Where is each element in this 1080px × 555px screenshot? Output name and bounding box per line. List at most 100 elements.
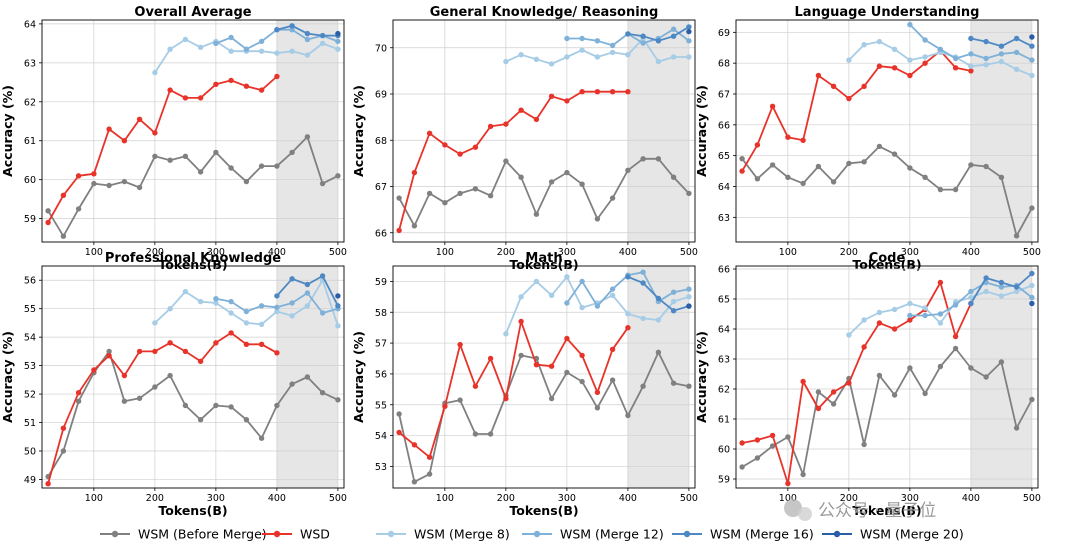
data-point-wsd xyxy=(861,83,867,90)
data-point-wsd xyxy=(411,169,418,176)
data-point-wsd xyxy=(45,219,51,226)
data-point-before xyxy=(106,182,112,189)
series-line-wsd xyxy=(741,49,972,172)
data-point-wsd xyxy=(258,341,265,347)
data-point-m16 xyxy=(319,32,326,39)
data-point-before xyxy=(686,190,692,197)
data-point-wsd xyxy=(518,318,524,325)
x-tick-label: 300 xyxy=(901,247,919,258)
data-point-m12 xyxy=(1029,294,1035,301)
data-point-m8 xyxy=(937,320,944,326)
data-point-m8 xyxy=(907,300,913,307)
data-point-m12 xyxy=(335,38,341,45)
y-tick-label: 59 xyxy=(375,277,387,288)
data-point-m12 xyxy=(968,51,974,57)
y-tick-label: 50 xyxy=(24,447,36,458)
legend-label: WSD xyxy=(300,527,330,542)
y-axis-label: Accuracy (%) xyxy=(351,85,366,177)
data-point-m12 xyxy=(594,38,601,44)
panel-title: Math xyxy=(525,251,562,266)
data-point-m20 xyxy=(1029,300,1035,307)
data-point-before xyxy=(754,455,761,461)
watermark-text: 公众号 · 量子位 xyxy=(818,501,936,521)
data-point-wsd xyxy=(891,326,898,332)
y-tick-label: 68 xyxy=(718,59,730,70)
data-point-before xyxy=(472,186,479,192)
data-point-before xyxy=(998,359,1005,365)
data-point-wsd xyxy=(136,348,143,355)
data-point-m16 xyxy=(655,38,662,44)
y-tick-label: 59 xyxy=(24,214,36,225)
x-axis-label: Tokens(B) xyxy=(852,503,921,518)
data-point-wsd xyxy=(152,348,158,355)
data-point-m8 xyxy=(503,58,509,65)
data-point-wsd xyxy=(625,89,631,95)
data-point-m8 xyxy=(304,303,311,309)
data-point-m16 xyxy=(274,293,280,299)
data-point-m16 xyxy=(998,279,1005,286)
data-point-before xyxy=(564,369,570,376)
data-point-m8 xyxy=(304,52,311,58)
data-point-m8 xyxy=(579,304,585,311)
y-tick-label: 63 xyxy=(718,213,730,224)
data-point-wsd xyxy=(487,123,494,130)
data-point-m12 xyxy=(952,302,959,308)
data-point-before xyxy=(487,431,494,437)
y-tick-label: 54 xyxy=(375,431,387,442)
data-point-before xyxy=(411,479,418,485)
data-point-m8 xyxy=(228,48,234,54)
data-point-m8 xyxy=(625,311,631,317)
y-tick-label: 57 xyxy=(375,339,387,350)
data-point-before xyxy=(670,174,677,180)
data-point-wsd xyxy=(167,87,173,93)
data-point-before xyxy=(769,162,776,168)
data-point-before xyxy=(335,173,341,179)
data-point-m8 xyxy=(335,323,341,329)
data-point-wsd xyxy=(213,340,219,346)
data-point-m8 xyxy=(213,300,219,306)
data-point-before xyxy=(548,395,555,402)
data-point-wsd xyxy=(609,89,616,95)
data-point-m16 xyxy=(1013,35,1020,42)
data-point-before xyxy=(800,471,806,478)
data-point-before xyxy=(785,174,791,180)
data-point-m8 xyxy=(167,46,173,52)
data-point-m16 xyxy=(655,295,662,302)
data-point-m16 xyxy=(968,35,974,42)
y-tick-label: 63 xyxy=(718,355,730,366)
y-tick-label: 62 xyxy=(24,97,36,108)
data-point-before xyxy=(304,134,311,140)
data-point-before xyxy=(625,412,631,419)
series-line-before xyxy=(398,157,690,227)
data-point-m8 xyxy=(640,315,646,322)
data-point-m8 xyxy=(548,61,555,67)
data-point-m8 xyxy=(983,61,989,68)
data-point-wsd xyxy=(182,95,189,101)
shaded-region xyxy=(970,266,1032,488)
data-point-wsd xyxy=(594,389,601,396)
data-point-before xyxy=(983,163,989,170)
data-point-wsd xyxy=(396,429,402,436)
data-point-wsd xyxy=(533,116,540,123)
y-tick-label: 64 xyxy=(718,325,730,336)
data-point-m12 xyxy=(304,290,311,296)
data-point-wsd xyxy=(243,83,250,89)
data-point-before xyxy=(167,372,173,379)
data-point-m12 xyxy=(243,46,250,52)
data-point-m12 xyxy=(243,308,250,315)
data-point-before xyxy=(907,165,913,171)
x-tick-label: 500 xyxy=(329,247,347,258)
data-point-wsd xyxy=(579,352,585,359)
legend-item-m20: WSM (Merge 20) xyxy=(822,527,964,542)
data-point-wsd xyxy=(937,279,944,286)
data-point-m16 xyxy=(670,308,677,314)
data-point-before xyxy=(487,193,494,199)
y-tick-label: 58 xyxy=(375,308,387,319)
data-point-m12 xyxy=(274,304,280,310)
data-point-m8 xyxy=(167,306,173,312)
data-point-m12 xyxy=(686,286,692,292)
series-line-before xyxy=(741,347,1033,476)
data-point-m8 xyxy=(258,321,265,327)
x-tick-label: 200 xyxy=(146,247,164,258)
y-tick-label: 68 xyxy=(375,136,387,147)
